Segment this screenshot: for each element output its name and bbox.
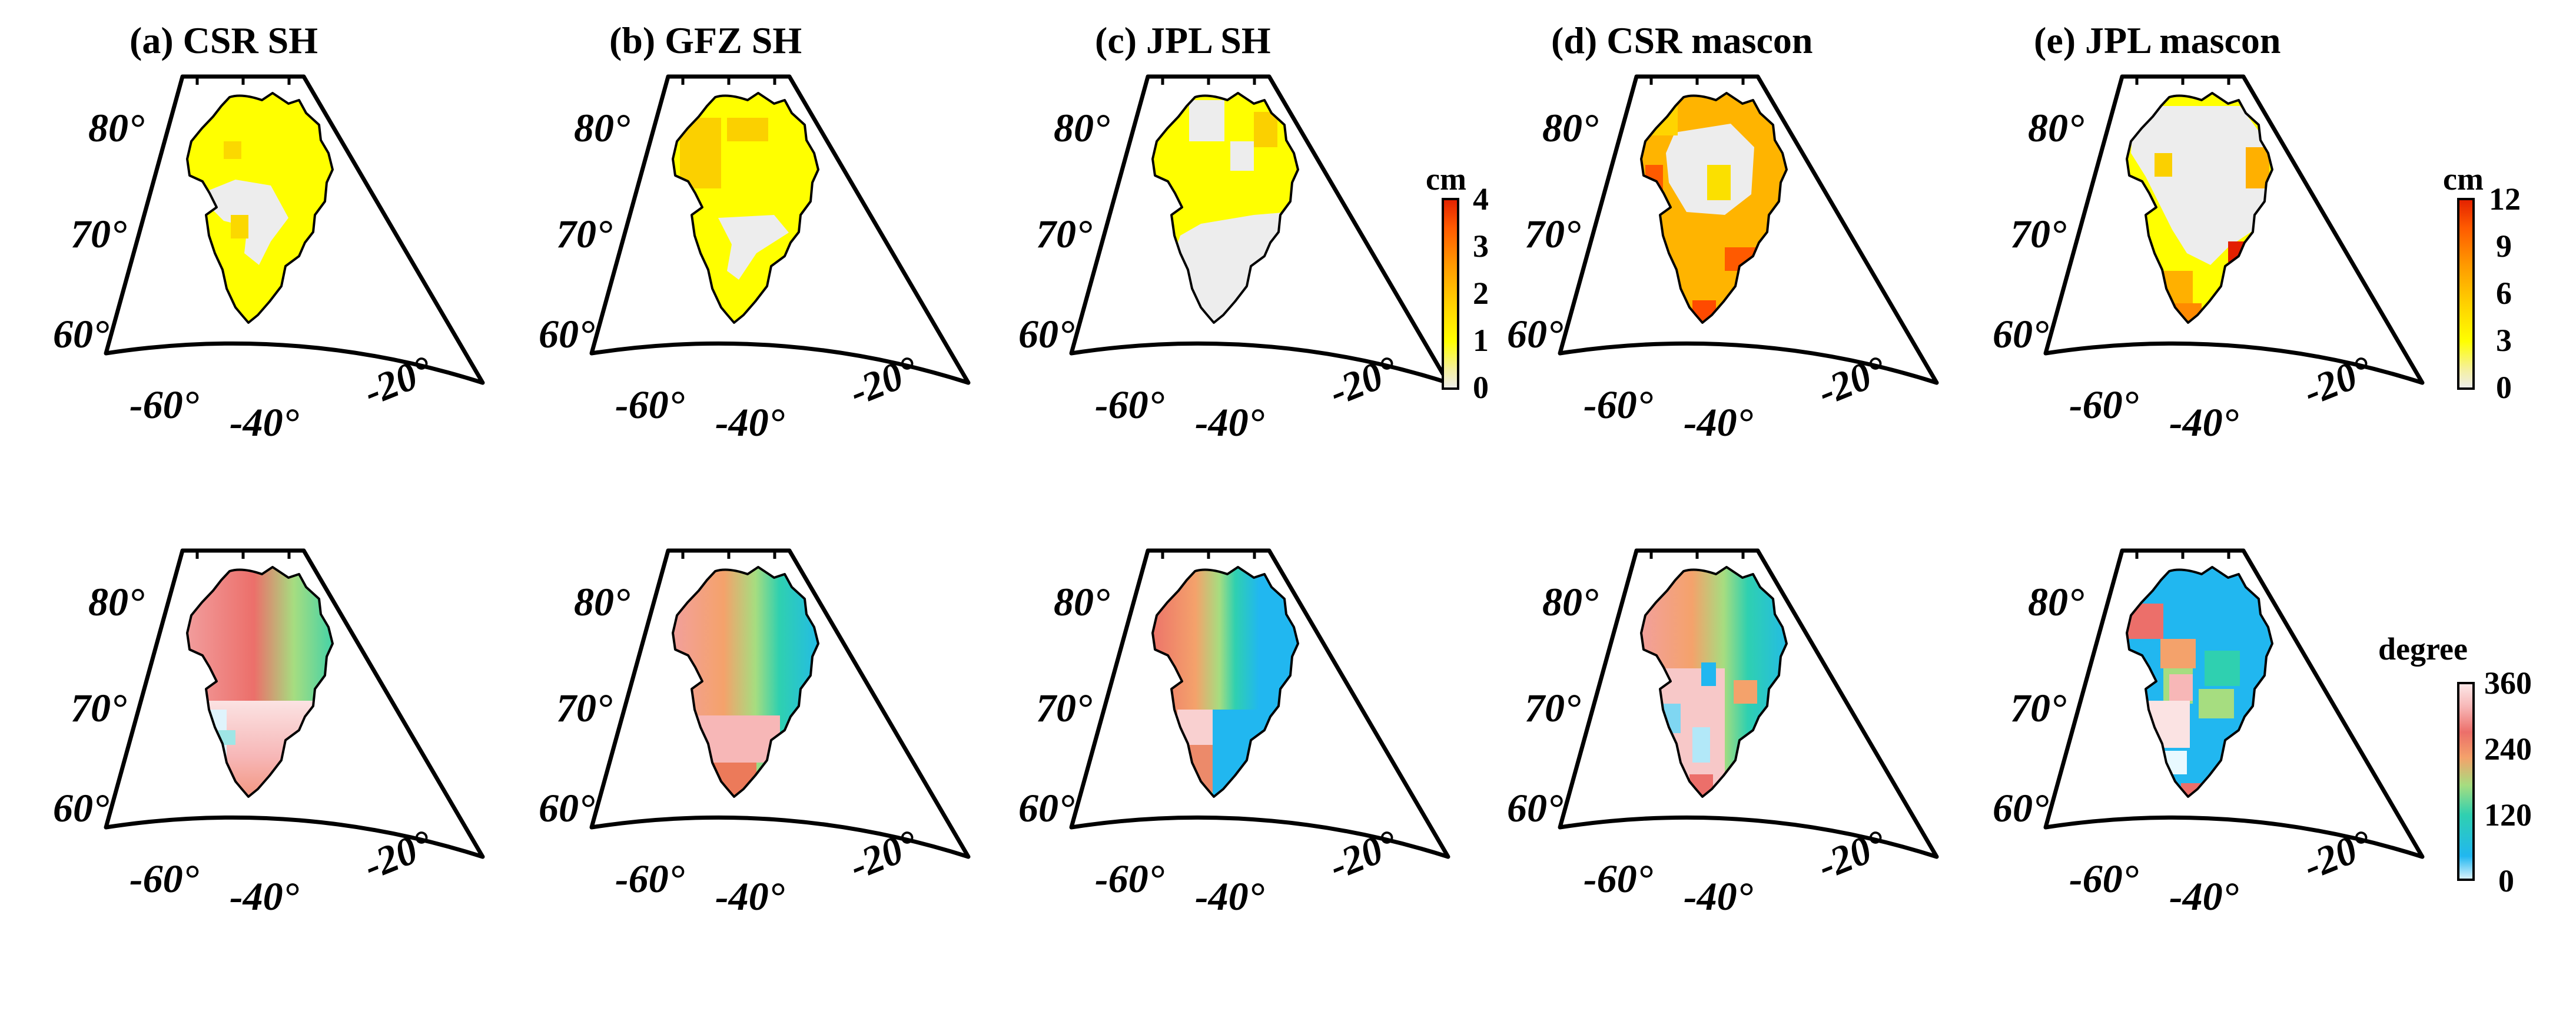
map-panel-c-phase: 80°70°60°-60° -40°-20° [1018, 548, 1450, 919]
lon-label-minus40: -40° [2169, 874, 2239, 919]
map-panel-e-amplitude: 80°70°60°-60° -40°-20° [1993, 74, 2425, 445]
lon-label-minus40: -40° [230, 400, 299, 445]
lon-label-minus40: -40° [2169, 400, 2239, 445]
lon-label-minus60: -60° [2069, 856, 2139, 901]
lon-label-minus60: -60° [615, 856, 685, 901]
lat-label-60: 60° [53, 786, 109, 830]
lon-label-minus60: -60° [130, 856, 199, 901]
lat-label-70: 70° [1525, 685, 1581, 730]
lon-label-minus60: -60° [1584, 856, 1653, 901]
lat-label-60: 60° [539, 786, 595, 830]
lon-label-minus60: -60° [130, 382, 199, 427]
lat-label-60: 60° [1018, 786, 1074, 830]
lat-label-80: 80° [1542, 579, 1598, 624]
map-panel-c-amplitude: 80°70°60°-60° -40°-20° [1018, 74, 1450, 445]
map-panel-a-amplitude: 80°70°60°-60° -40°-20° [53, 74, 485, 445]
lat-label-70: 70° [71, 685, 127, 730]
colorbar-phase-unit: degree [2378, 631, 2468, 667]
colorbar-amp-sh-unit: cm [1426, 161, 1466, 197]
lat-label-80: 80° [88, 579, 144, 624]
colorbar-amp-mascon-tick-9: 9 [2496, 228, 2512, 264]
colorbar-amp-mascon-tick-6: 6 [2496, 276, 2512, 311]
col-title-d: (d) CSR mascon [1551, 19, 1813, 61]
map-panel-b-amplitude: 80°70°60°-60° -40°-20° [539, 74, 971, 445]
lat-label-80: 80° [2028, 579, 2084, 624]
map-panel-a-phase: 80°70°60°-60° -40°-20° [53, 548, 485, 919]
lat-label-60: 60° [1507, 312, 1563, 356]
lat-label-80: 80° [574, 105, 630, 150]
colorbar-amp-sh: cm 4 3 2 1 0 [1426, 161, 1489, 405]
map-panel-d-phase: 80°70°60°-60° -40°-20° [1507, 548, 1939, 919]
colorbar-amp-mascon-tick-0: 0 [2496, 370, 2512, 405]
map-panels: 80°70°60°-60° -40°-20°80°70°60°-60° -40°-2… [53, 74, 2425, 919]
col-title-a: (a) CSR SH [130, 19, 318, 61]
lon-label-minus40: -40° [715, 874, 785, 919]
lat-label-60: 60° [1993, 312, 2049, 356]
colorbar-phase-tick-120: 120 [2484, 797, 2532, 833]
lat-label-70: 70° [1036, 685, 1092, 730]
colorbar-phase-tick-240: 240 [2484, 731, 2532, 767]
map-panel-d-amplitude: 80°70°60°-60° -40°-20° [1507, 74, 1939, 445]
lat-label-60: 60° [1993, 786, 2049, 830]
lat-label-80: 80° [1542, 105, 1598, 150]
colorbar-amp-sh-tick-2: 2 [1473, 276, 1489, 311]
colorbar-amp-sh-bar [1442, 198, 1459, 390]
colorbar-amp-sh-tick-3: 3 [1473, 228, 1489, 264]
lon-label-minus60: -60° [1095, 856, 1164, 901]
lat-label-70: 70° [556, 685, 612, 730]
lat-label-80: 80° [574, 579, 630, 624]
lat-label-80: 80° [1054, 579, 1110, 624]
lon-label-minus40: -40° [1684, 874, 1753, 919]
lat-label-80: 80° [2028, 105, 2084, 150]
lat-label-70: 70° [71, 211, 127, 256]
lat-label-70: 70° [1525, 211, 1581, 256]
map-panel-b-phase: 80°70°60°-60° -40°-20° [539, 548, 971, 919]
colorbar-phase: degree 360 240 120 0 [2378, 631, 2532, 899]
colorbar-amp-mascon-bar [2457, 198, 2475, 390]
colorbar-amp-mascon-tick-12: 12 [2489, 181, 2521, 217]
col-title-e: (e) JPL mascon [2034, 19, 2281, 61]
lon-label-minus40: -40° [1684, 400, 1753, 445]
lat-label-60: 60° [539, 312, 595, 356]
lat-label-60: 60° [1507, 786, 1563, 830]
colorbar-amp-mascon: cm 12 9 6 3 0 [2443, 161, 2521, 405]
lon-label-minus60: -60° [1095, 382, 1164, 427]
lon-label-minus60: -60° [2069, 382, 2139, 427]
lat-label-70: 70° [2010, 685, 2066, 730]
lat-label-60: 60° [53, 312, 109, 356]
lon-label-minus40: -40° [1195, 874, 1264, 919]
lat-label-70: 70° [556, 211, 612, 256]
lon-label-minus60: -60° [1584, 382, 1653, 427]
colorbar-amp-mascon-tick-3: 3 [2496, 323, 2512, 358]
colorbar-phase-tick-360: 360 [2484, 665, 2532, 701]
lat-label-70: 70° [1036, 211, 1092, 256]
colorbar-amp-sh-tick-4: 4 [1473, 181, 1489, 217]
col-title-c: (c) JPL SH [1095, 19, 1271, 61]
lat-label-60: 60° [1018, 312, 1074, 356]
map-panel-e-phase: 80°70°60°-60° -40°-20° [1993, 548, 2425, 919]
lon-label-minus40: -40° [715, 400, 785, 445]
colorbar-amp-sh-tick-1: 1 [1473, 323, 1489, 358]
lon-label-minus60: -60° [615, 382, 685, 427]
colorbar-phase-bar [2457, 682, 2475, 881]
lon-label-minus40: -40° [1195, 400, 1264, 445]
col-title-b: (b) GFZ SH [609, 19, 802, 61]
colorbar-amp-mascon-unit: cm [2443, 161, 2484, 197]
lat-label-70: 70° [2010, 211, 2066, 256]
colorbar-amp-sh-tick-0: 0 [1473, 370, 1489, 405]
lat-label-80: 80° [88, 105, 144, 150]
lat-label-80: 80° [1054, 105, 1110, 150]
colorbar-phase-tick-0: 0 [2498, 863, 2514, 899]
lon-label-minus40: -40° [230, 874, 299, 919]
